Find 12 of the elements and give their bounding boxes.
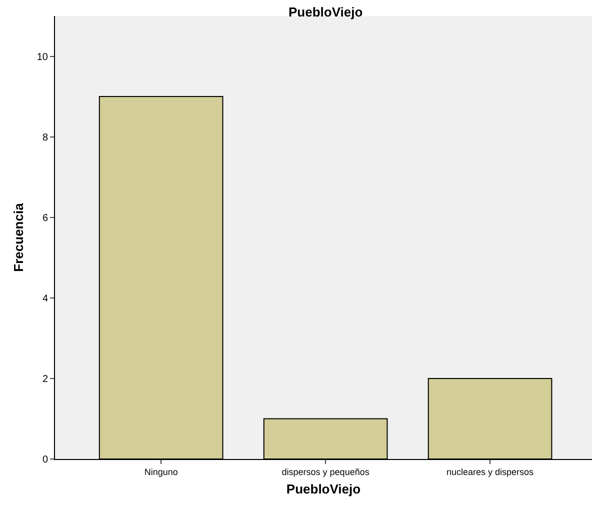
y-tick-label: 10 (36, 52, 48, 63)
x-tick-label: nucleares y dispersos (446, 466, 534, 477)
y-tick-label: 8 (42, 132, 48, 144)
x-tick-label: dispersos y pequeños (282, 466, 370, 477)
x-tick-label: Ninguno (144, 466, 178, 477)
y-axis-title: Frecuencia (10, 202, 26, 272)
x-axis-title: PuebloViejo (286, 481, 361, 496)
y-tick-label: 2 (42, 374, 48, 385)
y-tick-label: 6 (42, 212, 48, 224)
y-tick-label: 4 (42, 293, 48, 304)
y-tick-label: 0 (42, 454, 48, 466)
chart-title: PuebloViejo (288, 4, 363, 20)
